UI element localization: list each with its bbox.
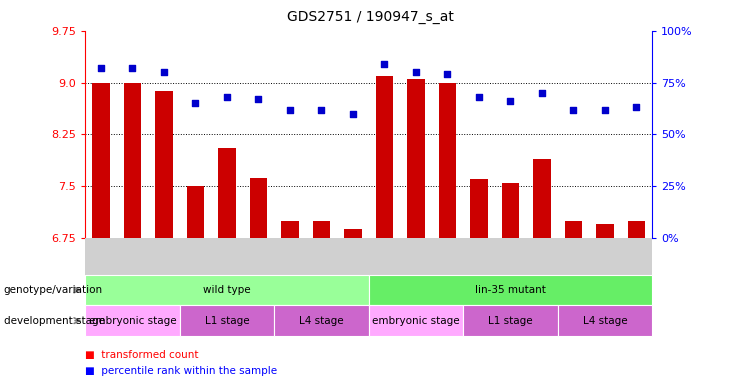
Bar — [471, 179, 488, 238]
Point — [568, 106, 579, 113]
Bar — [313, 221, 330, 238]
Bar — [628, 221, 645, 238]
Point — [631, 104, 642, 111]
Bar — [376, 76, 393, 238]
Bar — [187, 186, 204, 238]
Bar — [439, 83, 456, 238]
Bar — [345, 229, 362, 238]
Text: lin-35 mutant: lin-35 mutant — [475, 285, 546, 295]
Point — [347, 111, 359, 117]
Text: embryonic stage: embryonic stage — [89, 316, 176, 326]
Text: L1 stage: L1 stage — [488, 316, 533, 326]
Text: L4 stage: L4 stage — [299, 316, 344, 326]
Text: development stage: development stage — [4, 316, 104, 326]
Bar — [597, 224, 614, 238]
Text: wild type: wild type — [203, 285, 250, 295]
Point — [127, 65, 139, 71]
Bar — [219, 148, 236, 238]
Point — [316, 106, 328, 113]
Bar — [156, 91, 173, 238]
Point — [473, 94, 485, 100]
Point — [536, 90, 548, 96]
Text: ■  percentile rank within the sample: ■ percentile rank within the sample — [85, 366, 277, 376]
Bar — [282, 221, 299, 238]
Point — [95, 65, 107, 71]
Text: genotype/variation: genotype/variation — [4, 285, 103, 295]
Text: ■  transformed count: ■ transformed count — [85, 350, 199, 360]
Bar — [565, 221, 582, 238]
Bar — [502, 183, 519, 238]
Text: L4 stage: L4 stage — [582, 316, 627, 326]
Point — [190, 100, 202, 106]
Bar — [534, 159, 551, 238]
Bar — [408, 79, 425, 238]
Point — [221, 94, 233, 100]
Point — [599, 106, 611, 113]
Text: embryonic stage: embryonic stage — [372, 316, 459, 326]
Bar — [124, 83, 141, 238]
Text: L1 stage: L1 stage — [205, 316, 249, 326]
Point — [253, 96, 265, 102]
Bar — [93, 83, 110, 238]
Point — [410, 69, 422, 75]
Point — [505, 98, 516, 104]
Bar — [250, 178, 267, 238]
Text: GDS2751 / 190947_s_at: GDS2751 / 190947_s_at — [287, 10, 454, 23]
Point — [284, 106, 296, 113]
Point — [158, 69, 170, 75]
Point — [442, 71, 453, 77]
Point — [379, 61, 391, 67]
